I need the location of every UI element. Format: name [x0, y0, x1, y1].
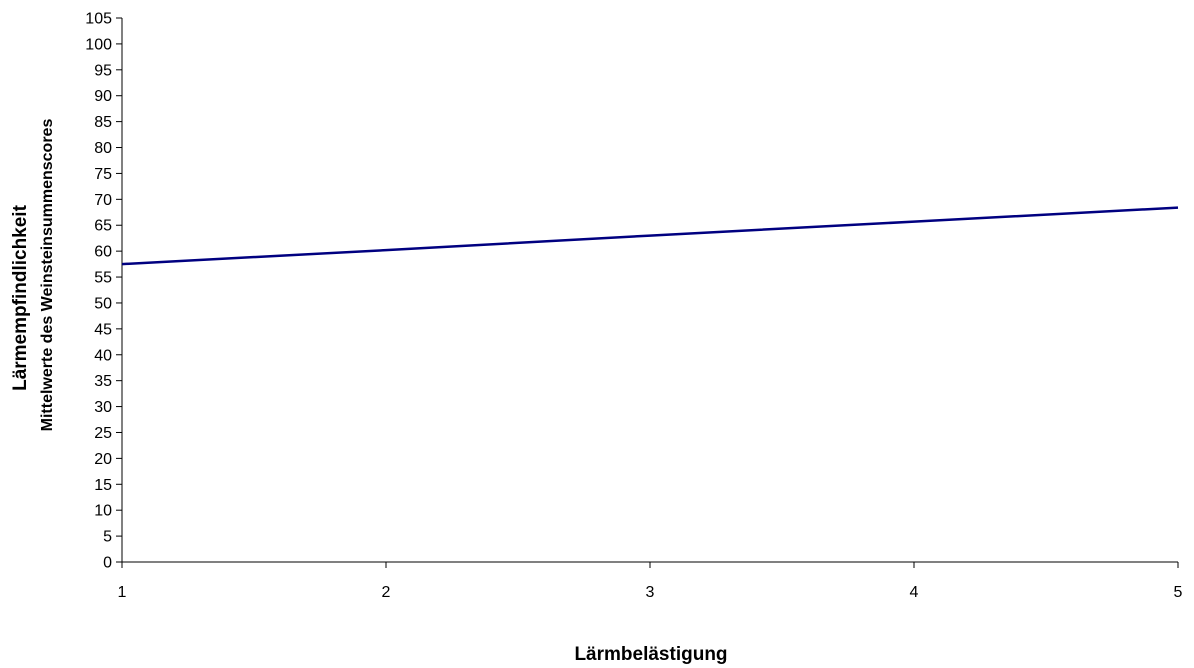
x-axis-title: Lärmbelästigung — [574, 644, 727, 665]
y-axis-title: Lärmempfindlichkeit — [10, 204, 31, 390]
y-tick-label: 45 — [94, 321, 112, 338]
x-tick-label: 1 — [118, 584, 127, 601]
y-tick-label: 35 — [94, 373, 112, 390]
y-tick-label: 100 — [85, 36, 112, 53]
plot-area: 0510152025303540455055606570758085909510… — [85, 11, 1182, 602]
y-tick-label: 55 — [94, 270, 112, 287]
y-tick-label: 0 — [103, 555, 112, 572]
x-tick-label: 4 — [910, 584, 919, 601]
x-axis-ticks: 1 2 3 4 5 — [118, 562, 1183, 601]
y-tick-label: 60 — [94, 244, 112, 261]
y-tick-label: 20 — [94, 451, 112, 468]
y-tick-label: 5 — [103, 529, 112, 546]
y-tick-label: 10 — [94, 503, 112, 520]
y-tick-label: 85 — [94, 114, 112, 131]
series-layer — [121, 206, 1179, 266]
y-tick-label: 105 — [85, 11, 112, 28]
y-tick-label: 95 — [94, 62, 112, 79]
x-tick-label: 5 — [1174, 584, 1183, 601]
series-line — [121, 206, 1179, 266]
x-tick-label: 2 — [382, 584, 391, 601]
x-tick-label: 3 — [646, 584, 655, 601]
y-axis-subtitle: Mittelwerte des Weinsteinsummenscores — [39, 119, 56, 432]
y-tick-label: 30 — [94, 399, 112, 416]
y-tick-label: 40 — [94, 347, 112, 364]
y-tick-label: 15 — [94, 477, 112, 494]
y-tick-label: 75 — [94, 166, 112, 183]
y-tick-label: 90 — [94, 88, 112, 105]
y-tick-label: 65 — [94, 218, 112, 235]
y-tick-label: 50 — [94, 295, 112, 312]
y-axis-ticks: 0 5 10 15 20 25 30 35 40 45 50 55 60 65 70 75 80 85 90 95 10… — [85, 11, 122, 572]
y-tick-label: 25 — [94, 425, 112, 442]
y-tick-label: 70 — [94, 192, 112, 209]
y-tick-label: 80 — [94, 140, 112, 157]
